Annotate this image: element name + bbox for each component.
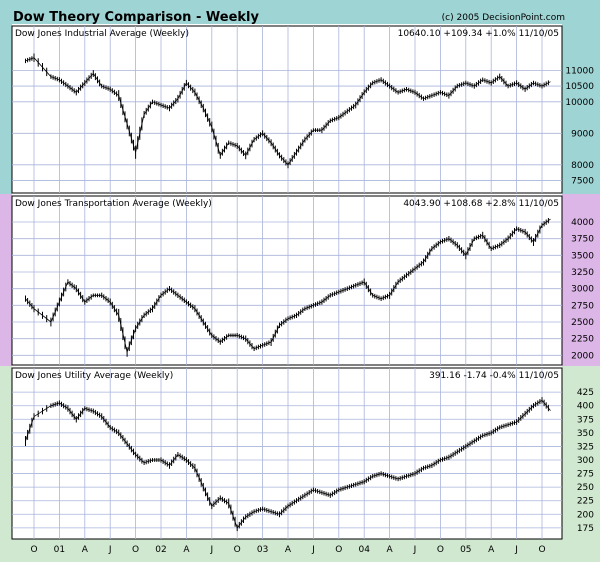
- x-tick-label: A: [82, 545, 89, 555]
- y-tick-label: 200: [577, 510, 594, 520]
- x-tick-label: 05: [460, 545, 471, 555]
- panels: 7500 8000 9000 10000 10500 11000 Dow Jones Ind…: [11, 25, 594, 540]
- chart-title: Dow Theory Comparison - Weekly: [13, 10, 259, 25]
- x-tick-label: 02: [155, 545, 166, 555]
- copyright-text: (c) 2005 DecisionPoint.com: [442, 13, 565, 23]
- series-stats: 4043.90 +108.68 +2.8% 11/10/05: [403, 199, 559, 209]
- series-name: Dow Jones Industrial Average (Weekly): [15, 29, 189, 39]
- panel-2: 175 200 225 250 275 300 325 350 375 400 425 Dow Jon…: [11, 367, 594, 540]
- series-name: Dow Jones Utility Average (Weekly): [15, 371, 173, 381]
- x-tick-label: J: [311, 545, 315, 555]
- x-tick-label: 03: [257, 545, 268, 555]
- y-tick-label: 175: [577, 524, 594, 534]
- x-tick-label: J: [209, 545, 213, 555]
- panel-frame: [11, 367, 563, 540]
- y-tick-label: 375: [577, 415, 594, 425]
- panel-0: 7500 8000 9000 10000 10500 11000 Dow Jones Ind…: [11, 25, 594, 194]
- right-band-1: [562, 194, 600, 367]
- y-tick-label: 2500: [571, 318, 594, 328]
- title-band: [0, 0, 600, 24]
- left-band-1: [0, 194, 12, 367]
- x-tick-label: J: [413, 545, 417, 555]
- y-tick-label: 3750: [571, 235, 594, 245]
- y-tick-label: 8000: [571, 161, 594, 171]
- x-tick-label: O: [538, 545, 545, 555]
- x-tick-label: J: [514, 545, 518, 555]
- x-tick-label: 01: [54, 545, 65, 555]
- left-band-0: [0, 24, 12, 195]
- y-tick-label: 3500: [571, 251, 594, 261]
- x-tick-label: A: [183, 545, 190, 555]
- y-tick-label: 425: [577, 388, 594, 398]
- y-tick-label: 2250: [571, 335, 594, 345]
- left-band-2: [0, 366, 12, 541]
- x-tick-label: O: [335, 545, 342, 555]
- y-tick-label: 7500: [571, 177, 594, 187]
- x-axis: O 01 A J O 02 A J O 03 A J O 04 A J O 05 A J O: [30, 545, 545, 555]
- panel-frame: [11, 25, 563, 194]
- y-tick-label: 350: [577, 429, 594, 439]
- panel-1: 2000 2250 2500 2750 3000 3250 3500 3750 4000 Dow …: [11, 195, 594, 366]
- y-tick-label: 275: [577, 470, 594, 480]
- panel-frame: [11, 195, 563, 366]
- y-tick-label: 225: [577, 497, 594, 507]
- right-band-2: [562, 366, 600, 541]
- x-tick-label: O: [234, 545, 241, 555]
- bottom-band: [0, 539, 600, 562]
- y-tick-label: 250: [577, 483, 594, 493]
- x-tick-label: A: [488, 545, 495, 555]
- x-tick-label: 04: [358, 545, 370, 555]
- x-tick-label: A: [387, 545, 394, 555]
- series-stats: 10640.10 +109.34 +1.0% 11/10/05: [398, 29, 559, 39]
- y-tick-label: 325: [577, 442, 594, 452]
- y-tick-label: 400: [577, 402, 594, 412]
- x-tick-label: O: [132, 545, 139, 555]
- y-tick-label: 10000: [565, 98, 594, 108]
- y-tick-label: 3250: [571, 268, 594, 278]
- x-tick-label: A: [285, 545, 292, 555]
- series-name: Dow Jones Transportation Average (Weekly…: [15, 199, 212, 209]
- y-tick-label: 10500: [565, 82, 594, 92]
- y-tick-label: 2750: [571, 301, 594, 311]
- x-tick-label: J: [108, 545, 112, 555]
- series-stats: 391.16 -1.74 -0.4% 11/10/05: [429, 371, 559, 381]
- right-band-0: [562, 24, 600, 195]
- y-tick-label: 9000: [571, 129, 594, 139]
- x-tick-label: O: [30, 545, 37, 555]
- y-tick-label: 2000: [571, 351, 594, 361]
- y-tick-label: 11000: [565, 66, 594, 76]
- x-tick-label: O: [437, 545, 444, 555]
- y-tick-label: 300: [577, 456, 594, 466]
- y-tick-label: 4000: [571, 218, 594, 228]
- y-tick-label: 3000: [571, 285, 594, 295]
